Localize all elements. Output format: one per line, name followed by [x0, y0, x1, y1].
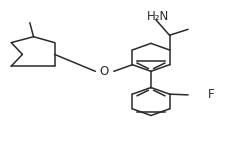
Text: H₂N: H₂N	[147, 10, 170, 23]
Text: F: F	[208, 88, 214, 101]
Text: O: O	[99, 65, 108, 78]
